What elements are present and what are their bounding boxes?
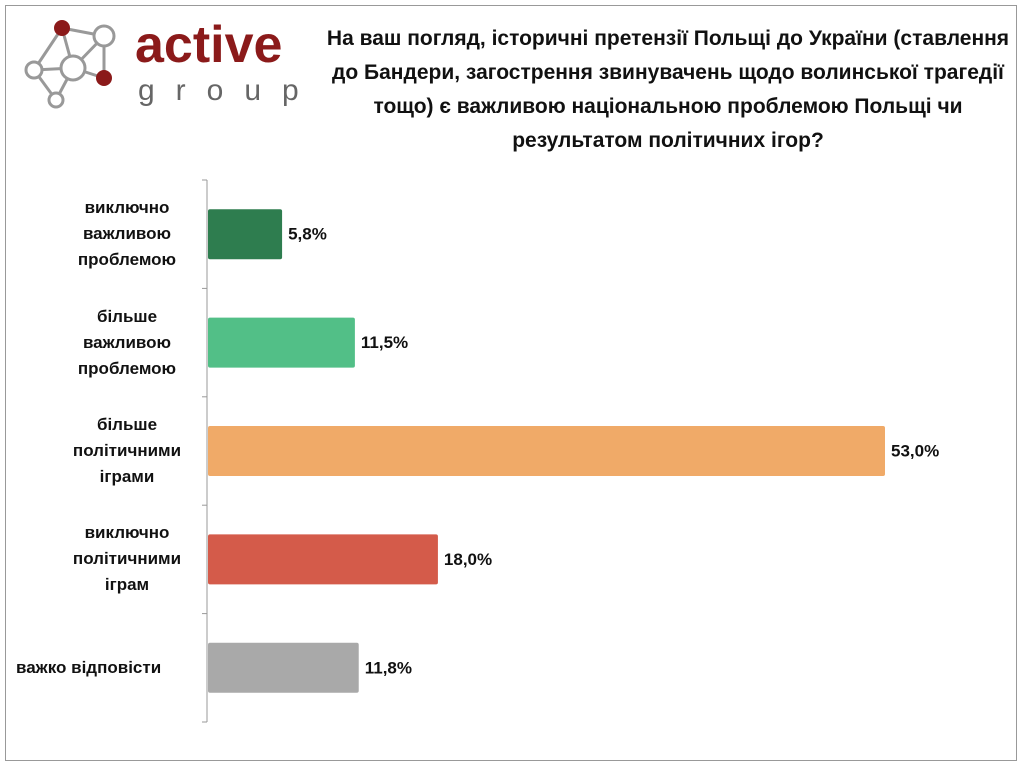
category-label: більше важливою проблемою bbox=[77, 306, 177, 378]
value-label: 5,8% bbox=[288, 225, 327, 244]
bar bbox=[208, 426, 885, 476]
category-label: виключно важливою проблемою bbox=[77, 198, 177, 270]
category-label: більше політичними іграми bbox=[72, 415, 182, 486]
logo-name: active bbox=[135, 16, 282, 74]
logo-icon bbox=[24, 20, 116, 109]
value-label: 18,0% bbox=[444, 550, 492, 569]
value-label: 11,8% bbox=[365, 658, 412, 677]
category-label: виключно політичними іграм bbox=[72, 523, 182, 595]
value-label: 11,5% bbox=[361, 333, 408, 352]
bar bbox=[208, 642, 359, 693]
frame bbox=[5, 5, 1017, 761]
bar bbox=[208, 534, 438, 585]
category-label: важко відповісти bbox=[16, 657, 162, 677]
logo-subname: group bbox=[138, 74, 320, 107]
bar bbox=[208, 209, 283, 260]
chart-title: На ваш погляд, історичні претензії Польщ… bbox=[326, 27, 1010, 152]
bar bbox=[208, 317, 355, 368]
value-label: 53,0% bbox=[891, 441, 939, 460]
